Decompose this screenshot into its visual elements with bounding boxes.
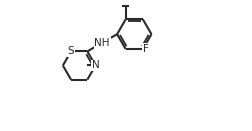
- Text: S: S: [68, 46, 74, 56]
- Text: N: N: [91, 61, 99, 70]
- Text: F: F: [143, 44, 148, 54]
- Text: NH: NH: [94, 38, 110, 48]
